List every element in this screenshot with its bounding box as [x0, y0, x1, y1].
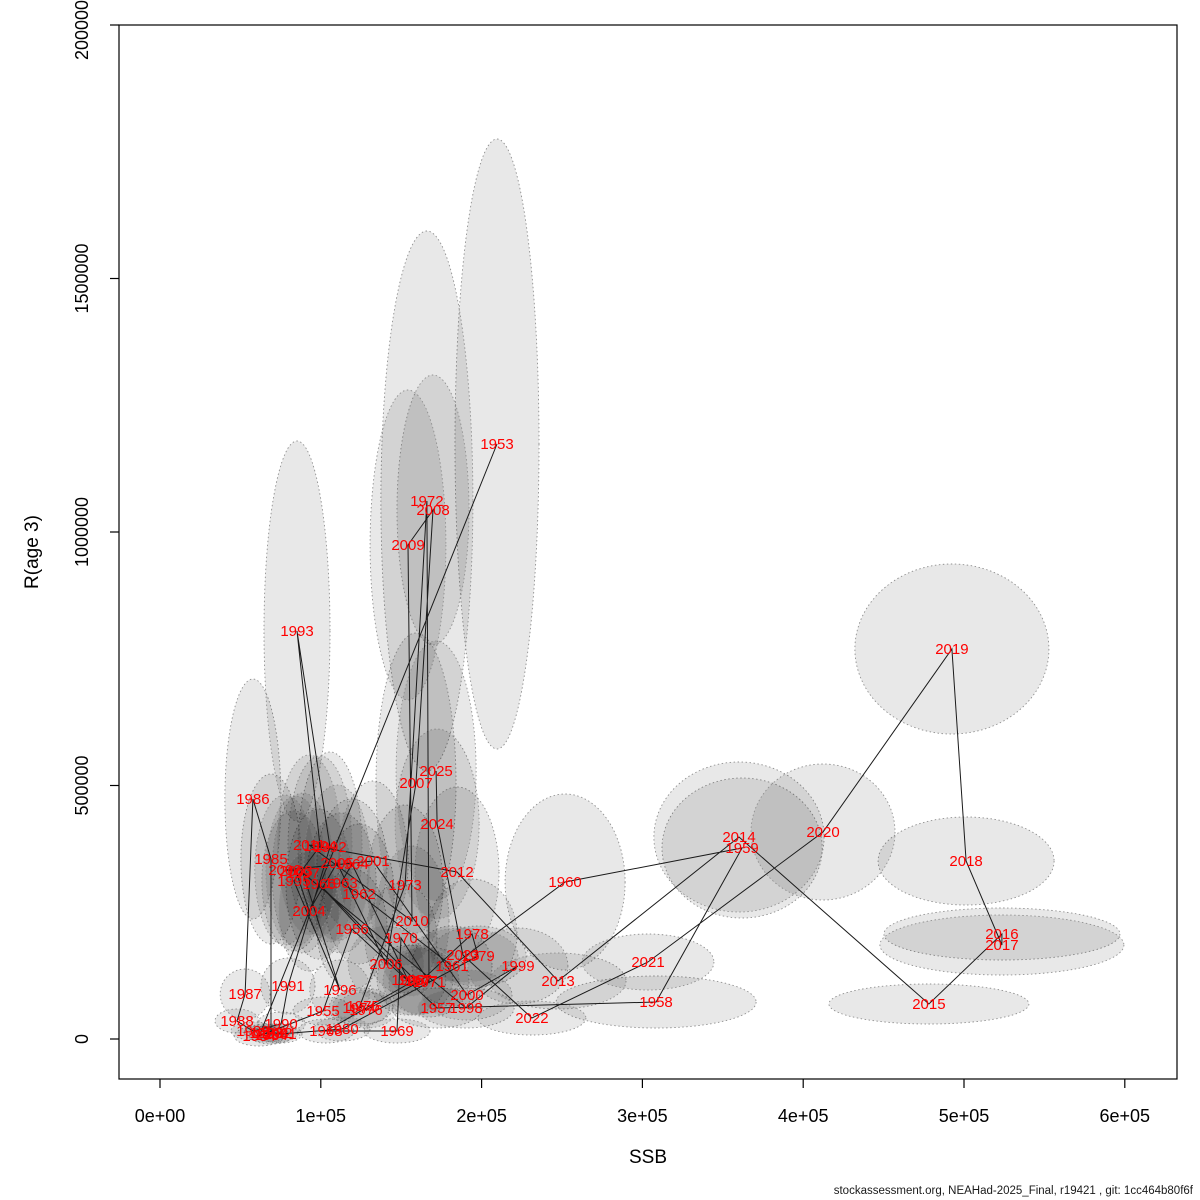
year-label-2022: 2022 — [515, 1010, 548, 1027]
year-label-2011: 2011 — [293, 837, 325, 854]
year-label-2005: 2005 — [320, 855, 353, 872]
year-label-1997: 1997 — [286, 865, 319, 882]
year-label-1984: 1984 — [254, 1027, 287, 1044]
year-label-1986: 1986 — [236, 791, 269, 808]
y-tick-label: 0 — [72, 1034, 92, 1044]
year-label-1960: 1960 — [548, 874, 581, 891]
year-label-2016: 2016 — [985, 926, 1018, 943]
year-label-1983: 1983 — [249, 1025, 282, 1042]
x-tick-label: 4e+05 — [778, 1106, 829, 1126]
year-label-1993: 1993 — [280, 623, 313, 640]
year-label-1965: 1965 — [391, 972, 424, 989]
y-axis-title: R(age 3) — [22, 515, 43, 589]
year-label-1995: 1995 — [277, 873, 310, 890]
year-label-1980: 1980 — [325, 1021, 358, 1038]
y-tick-label: 1500000 — [72, 243, 92, 313]
x-tick-label: 0e+00 — [135, 1106, 186, 1126]
x-tick-label: 5e+05 — [939, 1106, 990, 1126]
year-label-1976: 1976 — [349, 1002, 382, 1019]
x-tick-label: 2e+05 — [456, 1106, 507, 1126]
year-label-2010: 2010 — [395, 913, 428, 930]
year-label-1963: 1963 — [324, 875, 357, 892]
year-label-1967: 1967 — [398, 972, 431, 989]
year-label-1954: 1954 — [242, 1028, 275, 1045]
year-label-2020: 2020 — [806, 824, 839, 841]
x-tick-label: 1e+05 — [296, 1106, 347, 1126]
year-label-1982: 1982 — [259, 1025, 292, 1042]
year-label-2025: 2025 — [419, 763, 452, 780]
x-tick-label: 3e+05 — [617, 1106, 668, 1126]
year-label-1973: 1973 — [388, 877, 421, 894]
year-label-1989: 1989 — [236, 1023, 269, 1040]
year-label-2014: 2014 — [722, 829, 755, 846]
plot-box — [118, 24, 1178, 1080]
year-label-1990: 1990 — [264, 1016, 297, 1033]
year-label-2004: 2004 — [292, 903, 325, 920]
year-label-2009: 2009 — [391, 537, 424, 554]
year-label-1970: 1970 — [384, 930, 417, 947]
year-label-2000: 2000 — [450, 987, 483, 1004]
x-axis-title: SSB — [629, 1147, 667, 1168]
year-label-1998: 1998 — [449, 1000, 482, 1017]
year-label-1964: 1964 — [335, 856, 368, 873]
year-label-2015: 2015 — [912, 996, 945, 1013]
year-label-1988: 1988 — [220, 1013, 253, 1030]
trajectory-line — [236, 443, 1003, 1037]
year-label-1992: 1992 — [313, 839, 346, 856]
y-tick-label: 1000000 — [72, 497, 92, 567]
year-label-2018: 2018 — [949, 853, 982, 870]
year-label-1955: 1955 — [306, 1003, 339, 1020]
year-label-1956: 1956 — [335, 921, 368, 938]
year-label-1972: 1972 — [410, 493, 443, 510]
year-label-1975: 1975 — [346, 998, 379, 1015]
footer-credit: stockassessment.org, NEAHad-2025_Final, … — [834, 1185, 1194, 1197]
year-label-1961: 1961 — [435, 958, 468, 975]
plot-content: 0e+00 1e+05 2e+05 3e+05 4e+05 5e+05 6e+05 0 5000… — [72, 0, 1178, 1126]
year-label-1969: 1969 — [380, 1023, 413, 1040]
year-label-1957: 1957 — [420, 1000, 453, 1017]
year-label-1977: 1977 — [404, 973, 437, 990]
year-label-2024: 2024 — [420, 816, 453, 833]
year-label-1974: 1974 — [342, 1000, 375, 1017]
year-label-1971: 1971 — [412, 974, 445, 991]
year-label-1978: 1978 — [455, 926, 488, 943]
year-label-1994: 1994 — [303, 838, 336, 855]
year-label-2003: 2003 — [279, 863, 312, 880]
year-label-1991: 1991 — [271, 978, 304, 995]
year-label-2007: 2007 — [399, 775, 432, 792]
y-tick-label: 500000 — [72, 755, 92, 815]
x-tick-label: 6e+05 — [1100, 1106, 1151, 1126]
year-label-2012: 2012 — [440, 864, 473, 881]
year-label-1966: 1966 — [302, 876, 335, 893]
year-label-1985: 1985 — [254, 851, 287, 868]
year-label-2019: 2019 — [935, 641, 968, 658]
year-label-1959: 1959 — [725, 840, 758, 857]
year-label-2002: 2002 — [268, 862, 301, 879]
year-label-2017: 2017 — [985, 937, 1018, 954]
year-label-2006: 2006 — [369, 956, 402, 973]
year-label-2008: 2008 — [416, 502, 449, 519]
year-label-2013: 2013 — [541, 973, 574, 990]
y-tick-label: 2000000 — [72, 0, 92, 60]
year-label-1999: 1999 — [501, 958, 534, 975]
year-label-2021: 2021 — [631, 954, 664, 971]
year-label-1958: 1958 — [639, 994, 672, 1011]
year-label-1962: 1962 — [342, 886, 375, 903]
year-label-2023: 2023 — [446, 947, 479, 964]
year-label-1981: 1981 — [263, 1026, 296, 1043]
year-label-1996: 1996 — [323, 982, 356, 999]
year-label-2001: 2001 — [356, 853, 389, 870]
year-label-1953: 1953 — [480, 436, 513, 453]
year-label-1979: 1979 — [461, 948, 494, 965]
year-label-1987: 1987 — [228, 986, 261, 1003]
year-label-1968: 1968 — [309, 1023, 342, 1040]
